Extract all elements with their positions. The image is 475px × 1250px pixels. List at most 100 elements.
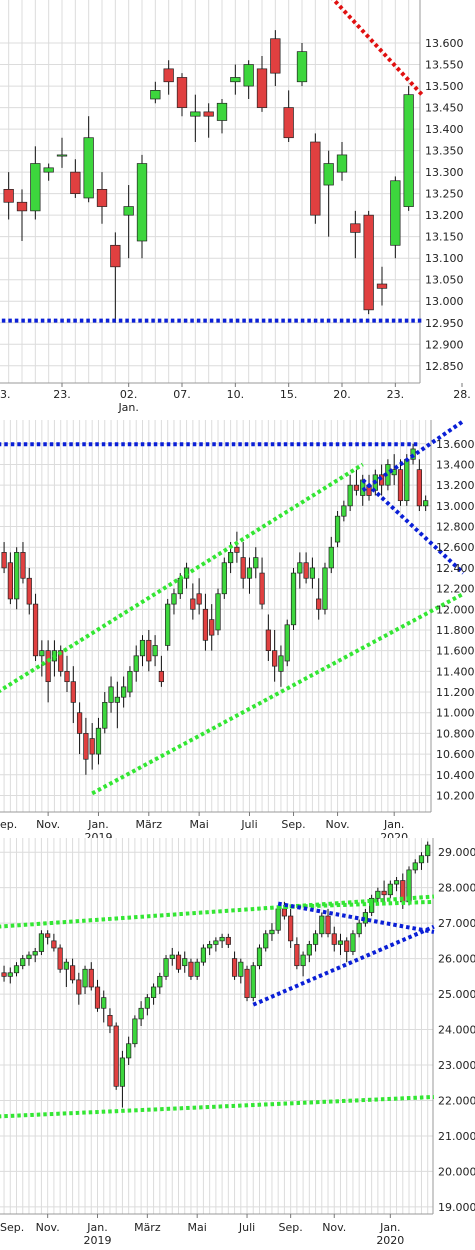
candle-down [344,940,350,952]
candle-down [256,68,268,108]
y-tick-label: 12.900 [425,338,464,351]
candle-down [288,915,294,942]
candle-down [209,619,215,636]
candle-up [256,947,263,967]
candle-up [108,686,114,703]
candle-up [337,940,344,945]
candle-up [182,958,188,967]
x-tick-label: ep. [0,818,17,831]
x-tick-label: Juli [238,1221,255,1234]
green-trend-line [0,894,435,929]
y-axis: 19.000 20.000 21.000 22.000 23.000 24.000 25.0… [438,846,475,1214]
y-tick-label: 13.050 [425,274,464,287]
y-tick-label: 13.250 [425,188,464,201]
candle-down [70,681,76,703]
candle-up [263,933,269,949]
candle-up [82,968,88,988]
y-tick-label: 13.350 [425,145,464,158]
candle-up [219,936,225,942]
candle-up [127,670,133,693]
candle-up [347,484,353,507]
candle-up [290,572,297,626]
y-tick-label: 11.800 [436,624,475,637]
green-trend-line [0,1094,435,1119]
candle-up [412,862,418,871]
candle-up [375,890,381,899]
candle-up [403,94,414,207]
y-axis: 10.200 10.400 10.600 10.800 11.000 11.200 11.4… [436,438,475,803]
candle-up [133,655,139,672]
x-tick-label: Sep. [0,1221,24,1234]
candle-up [171,593,177,605]
y-tick-label: 13.200 [425,209,464,222]
y-tick-label: 12.400 [436,562,475,575]
x-tick-label: Nov. [36,818,60,831]
red-trend-line [331,0,424,97]
candle-down [325,915,331,935]
candle-up [328,546,334,569]
y-tick-label: 22.000 [438,1094,475,1107]
candle-down [363,214,374,311]
candle-up [306,944,312,956]
candles [1,841,431,1108]
y-tick-label: 27.000 [438,917,475,930]
y-tick-label: 24.000 [438,1024,475,1037]
candle-up [14,552,20,600]
candle-up [114,696,120,703]
y-tick-label: 13.550 [425,59,464,72]
y-tick-label: 10.800 [436,727,475,740]
candle-up [43,167,54,173]
candle-up [207,944,213,949]
candle-down [51,940,57,949]
candle-down [88,968,94,988]
candle-up [393,880,400,885]
candle-up [221,562,227,595]
y-tick-label: 13.000 [436,500,475,513]
y-axis: 12.850 12.900 12.950 13.000 13.050 13.100 13.1… [425,37,464,373]
candle-up [157,975,163,988]
candle-down [234,546,240,553]
x-tick-sublabel: Jan. [117,401,138,414]
candle-up [102,702,108,729]
x-tick-label: März [134,1221,161,1234]
trend-lines [0,894,435,1119]
candle-up [425,844,431,857]
candles [3,30,414,323]
candle-up [404,458,410,502]
candlestick-chart-intraday: 12.850 12.900 12.950 13.000 13.050 13.100 13.1… [0,0,471,414]
y-tick-label: 28.000 [438,882,475,895]
candle-up [243,64,254,87]
y-tick-label: 12.000 [436,603,475,616]
candle-up [95,727,102,755]
blue-trend-line [277,901,435,934]
candle-up [216,102,228,121]
candle-down [113,1025,119,1087]
x-tick-label: 07. [173,388,191,401]
candle-down [70,171,81,195]
candle-down [3,188,14,203]
candle-down [89,738,95,755]
candle-down [32,603,39,657]
x-tick-label: Sep. [279,1221,303,1234]
y-tick-label: 13.400 [425,123,464,136]
candle-down [26,577,32,605]
candle-down [353,484,360,491]
candle-down [58,650,64,672]
x-tick-label: 23. [387,388,405,401]
y-tick-label: 13.100 [425,252,464,265]
blue-trend-line [361,420,465,492]
x-tick-label: Sep. [281,818,305,831]
candle-up [26,954,32,959]
candles [1,443,429,775]
candle-down [16,201,28,212]
candle-up [101,997,107,1009]
y-tick-label: 19.000 [438,1201,475,1214]
y-tick-label: 12.850 [425,360,464,373]
candle-up [275,908,281,931]
candle-up [7,972,13,977]
candle-up [200,947,207,963]
candle-up [163,958,169,977]
candle-up [253,557,259,569]
candle-down [107,1015,113,1027]
